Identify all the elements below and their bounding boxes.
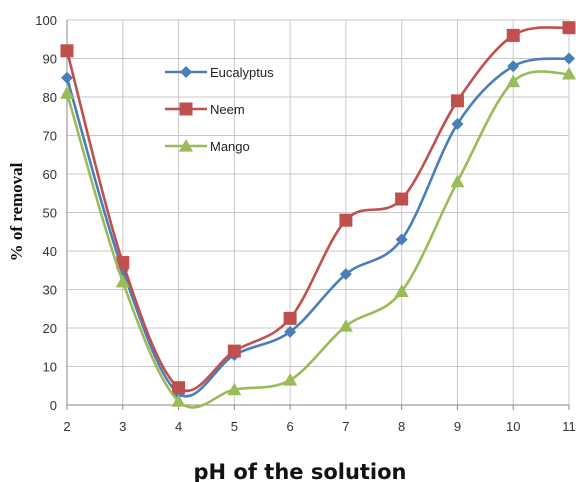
legend-label: Mango [210, 139, 250, 154]
axes [66, 20, 570, 410]
data-point [450, 174, 465, 188]
data-point [60, 86, 74, 99]
x-tick-label: 11 [562, 419, 576, 434]
x-tick-label: 4 [175, 419, 182, 434]
grid-lines [66, 19, 570, 406]
legend-marker [180, 66, 192, 78]
legend-item: Eucalyptus [165, 65, 274, 80]
y-tick-label: 20 [43, 321, 57, 336]
y-tick-label: 50 [43, 206, 57, 221]
series-neem [60, 21, 576, 395]
x-tick-label: 10 [506, 419, 520, 434]
data-point [506, 74, 521, 88]
legend-label: Neem [210, 102, 245, 117]
x-tick-label: 5 [231, 419, 238, 434]
series-group [60, 21, 576, 409]
legend-item: Mango [165, 139, 250, 154]
series-line [65, 57, 570, 398]
data-point [116, 256, 130, 270]
y-tick-label: 70 [43, 129, 57, 144]
y-tick-label: 0 [50, 398, 57, 413]
data-point [115, 274, 130, 288]
legend: Eucalyptus Neem Mango [165, 65, 274, 154]
data-point [284, 325, 297, 338]
y-tick-label: 10 [43, 360, 57, 375]
x-tick-label: 6 [286, 419, 293, 434]
data-point [339, 268, 352, 281]
data-point [227, 344, 241, 358]
data-point [563, 52, 575, 65]
x-tick-label: 8 [398, 419, 405, 434]
series-line [65, 70, 570, 409]
series-line [65, 26, 570, 392]
y-tick-label: 100 [35, 13, 57, 28]
data-point [338, 319, 353, 332]
y-tick-label: 80 [43, 90, 57, 105]
y-tick-labels: 0 10 20 30 40 50 60 70 80 90 100 [35, 13, 57, 413]
y-tick-label: 40 [43, 244, 57, 259]
y-axis-label: % of removal [7, 162, 26, 261]
x-tick-label: 3 [119, 419, 126, 434]
y-tick-label: 60 [43, 167, 57, 182]
data-point [562, 66, 576, 80]
x-tick-label: 7 [342, 419, 349, 434]
series-mango [60, 66, 576, 409]
data-point [395, 192, 409, 206]
data-point [562, 21, 576, 35]
data-point [450, 94, 464, 108]
data-point [394, 284, 409, 298]
x-tick-labels: 2 3 4 5 6 7 8 9 10 11 [63, 419, 575, 434]
x-tick-label: 2 [63, 419, 70, 434]
data-point [451, 117, 464, 130]
data-point [339, 213, 353, 227]
data-point [227, 382, 242, 396]
y-tick-label: 90 [43, 52, 57, 67]
data-point [60, 44, 74, 58]
y-tick-label: 30 [43, 283, 57, 298]
legend-marker [179, 102, 193, 116]
data-point [283, 372, 298, 386]
x-axis-label: pH of the solution [193, 460, 406, 482]
data-point [61, 71, 73, 84]
x-tick-label: 9 [454, 419, 461, 434]
data-point [395, 233, 408, 246]
data-point [506, 28, 520, 42]
legend-label: Eucalyptus [210, 65, 274, 80]
legend-marker [179, 139, 193, 152]
legend-item: Neem [165, 102, 245, 117]
data-point [172, 381, 186, 395]
data-point [507, 60, 520, 73]
data-point [283, 311, 297, 325]
data-point [171, 394, 186, 407]
